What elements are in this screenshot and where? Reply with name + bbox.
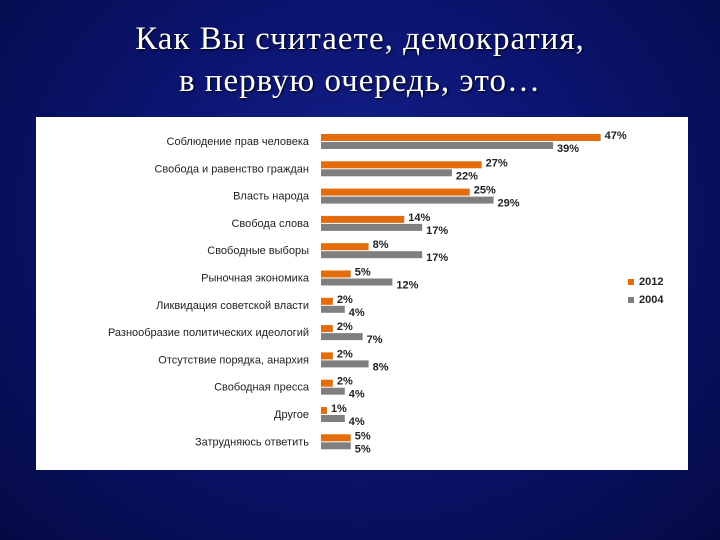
data-label-2012: 14% — [408, 212, 430, 224]
bar-2012 — [321, 215, 405, 223]
legend-swatch-2012 — [628, 279, 634, 285]
bar-2004 — [321, 169, 452, 177]
category-label: Ликвидация советской власти — [156, 300, 309, 312]
bar-2012 — [321, 243, 369, 251]
data-label-2012: 5% — [355, 267, 371, 279]
legend-label-2004: 2004 — [639, 294, 664, 306]
bar-chart: Соблюдение прав человека 47% 39% Свобода и … — [108, 130, 664, 455]
data-label-2004: 39% — [557, 143, 579, 155]
category-label: Власть народа — [233, 191, 310, 203]
bar-2004 — [321, 333, 363, 341]
bar-2004 — [321, 251, 423, 259]
slide-title: Как Вы считаете, демократия, в первую оч… — [0, 18, 720, 102]
data-label-2012: 5% — [355, 430, 371, 442]
bar-2004 — [321, 305, 345, 313]
data-label-2004: 7% — [367, 334, 383, 346]
category-label: Другое — [274, 409, 309, 421]
category-label: Свобода слова — [231, 218, 309, 230]
bar-2004 — [321, 387, 345, 395]
data-label-2012: 27% — [486, 157, 508, 169]
slide-title-line-2: в первую очередь, это… — [178, 63, 542, 99]
category-label: Рыночная экономика — [201, 273, 310, 285]
data-label-2004: 5% — [355, 443, 371, 455]
data-label-2004: 12% — [396, 280, 418, 292]
bar-2004 — [321, 278, 393, 286]
bar-2012 — [321, 270, 351, 278]
data-label-2004: 8% — [373, 361, 389, 373]
chart-panel: Соблюдение прав человека 47% 39% Свобода и … — [36, 117, 688, 470]
data-label-2012: 2% — [337, 376, 353, 388]
data-label-2012: 1% — [331, 403, 347, 415]
data-label-2004: 4% — [349, 389, 365, 401]
data-label-2012: 2% — [337, 348, 353, 360]
data-label-2004: 29% — [498, 198, 520, 210]
category-label: Разнообразие политических идеологий — [108, 327, 309, 339]
legend-label-2012: 2012 — [639, 276, 663, 288]
bar-2004 — [321, 223, 423, 231]
data-label-2004: 22% — [456, 170, 478, 182]
category-label: Затрудняюсь ответить — [195, 436, 309, 448]
bar-2012 — [321, 297, 333, 305]
data-label-2004: 17% — [426, 225, 448, 237]
data-label-2012: 2% — [337, 321, 353, 333]
bar-2004 — [321, 360, 369, 368]
bar-2012 — [321, 379, 333, 387]
category-label: Свободные выборы — [207, 245, 309, 257]
bar-2012 — [321, 161, 482, 169]
category-label: Свободная пресса — [214, 382, 310, 394]
bar-2004 — [321, 415, 345, 422]
bar-2012 — [321, 134, 601, 141]
legend-swatch-2004 — [628, 297, 634, 303]
data-label-2012: 8% — [373, 239, 389, 251]
category-label: Свобода и равенство граждан — [154, 163, 309, 175]
data-label-2004: 4% — [349, 307, 365, 319]
bar-2012 — [321, 188, 470, 196]
data-label-2012: 25% — [474, 185, 496, 197]
slide-title-line-1: Как Вы считаете, демократия, — [135, 21, 585, 57]
category-label: Соблюдение прав человека — [167, 136, 310, 148]
data-label-2004: 4% — [349, 416, 365, 428]
bar-2004 — [321, 442, 351, 450]
bar-2012 — [321, 325, 333, 333]
bar-2012 — [321, 352, 333, 360]
data-label-2004: 17% — [426, 252, 448, 264]
bar-2012 — [321, 407, 327, 414]
data-label-2012: 47% — [605, 130, 627, 142]
bar-2004 — [321, 196, 494, 204]
bar-2012 — [321, 434, 351, 442]
data-label-2012: 2% — [337, 294, 353, 306]
category-label: Отсутствие порядка, анархия — [158, 354, 309, 366]
bar-2004 — [321, 142, 554, 149]
